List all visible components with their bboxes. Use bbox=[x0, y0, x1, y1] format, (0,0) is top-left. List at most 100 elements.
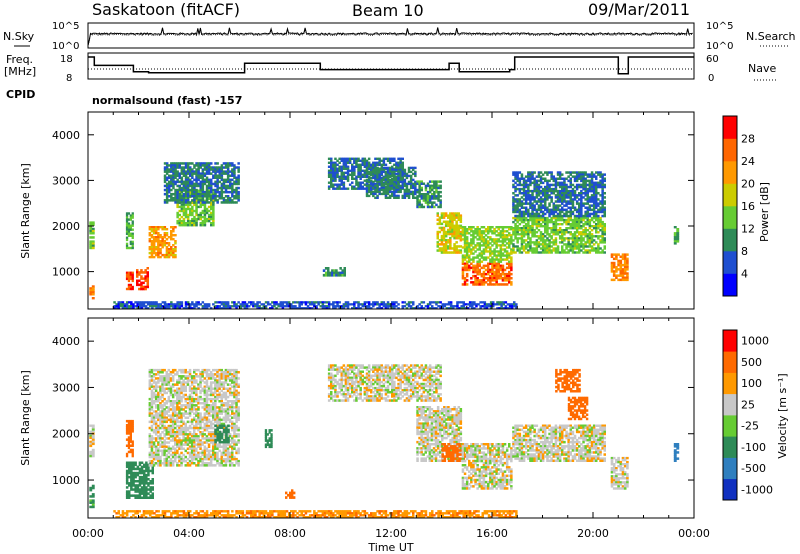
range-gate-cell bbox=[125, 273, 129, 276]
range-gate-cell bbox=[567, 218, 570, 222]
range-gate-cell bbox=[522, 239, 526, 242]
range-gate-cell bbox=[327, 303, 331, 306]
range-gate-cell bbox=[573, 227, 577, 230]
range-gate-cell bbox=[186, 192, 190, 196]
range-gate-cell bbox=[125, 461, 129, 464]
range-gate-cell bbox=[401, 194, 404, 198]
range-gate-cell bbox=[367, 190, 371, 194]
range-gate-cell bbox=[323, 301, 327, 304]
range-gate-cell bbox=[489, 246, 492, 249]
range-gate-cell bbox=[150, 451, 154, 455]
range-gate-cell bbox=[207, 186, 211, 190]
range-gate-cell bbox=[569, 225, 572, 228]
range-gate-cell bbox=[592, 225, 596, 228]
range-gate-cell bbox=[546, 218, 549, 222]
range-gate-cell bbox=[522, 212, 526, 216]
range-gate-cell bbox=[535, 181, 539, 185]
range-gate-cell bbox=[595, 204, 598, 207]
range-gate-cell bbox=[493, 258, 496, 261]
range-gate-cell bbox=[163, 255, 167, 259]
range-gate-cell bbox=[586, 220, 589, 224]
range-gate-cell bbox=[537, 204, 541, 207]
range-gate-cell bbox=[565, 183, 568, 187]
range-gate-cell bbox=[599, 229, 602, 232]
range-gate-cell bbox=[229, 201, 232, 204]
range-gate-cell bbox=[372, 176, 375, 180]
range-gate-cell bbox=[388, 188, 392, 192]
range-gate-cell bbox=[176, 303, 179, 306]
range-gate-cell bbox=[550, 208, 553, 212]
range-gate-cell bbox=[535, 245, 539, 248]
range-gate-cell bbox=[489, 307, 493, 310]
range-gate-cell bbox=[535, 208, 539, 212]
range-gate-cell bbox=[601, 233, 604, 236]
range-gate-cell bbox=[544, 235, 547, 238]
range-gate-cell bbox=[522, 231, 526, 234]
range-gate-cell bbox=[134, 471, 137, 475]
range-gate-cell bbox=[401, 186, 404, 190]
range-gate-cell bbox=[541, 247, 545, 250]
range-gate-cell bbox=[125, 232, 129, 235]
range-gate-cell bbox=[363, 301, 367, 304]
range-gate-cell bbox=[484, 242, 488, 245]
range-gate-cell bbox=[520, 214, 524, 218]
range-gate-cell bbox=[178, 301, 181, 304]
range-gate-cell bbox=[529, 229, 532, 232]
range-gate-cell bbox=[172, 238, 175, 241]
range-gate-cell bbox=[152, 462, 156, 465]
range-gate-cell bbox=[573, 225, 577, 228]
range-gate-cell bbox=[621, 270, 625, 273]
range-gate-cell bbox=[520, 204, 524, 207]
range-gate-cell bbox=[205, 199, 209, 202]
range-gate-cell bbox=[174, 168, 177, 171]
range-gate-cell bbox=[393, 182, 396, 186]
range-gate-cell bbox=[149, 482, 152, 485]
range-gate-cell bbox=[537, 206, 541, 209]
range-gate-cell bbox=[619, 268, 623, 271]
range-gate-cell bbox=[508, 260, 511, 263]
range-gate-cell bbox=[152, 431, 156, 434]
range-gate-cell bbox=[136, 305, 139, 308]
range-gate-cell bbox=[495, 234, 498, 237]
range-gate-cell bbox=[449, 239, 452, 242]
range-gate-cell bbox=[131, 442, 134, 445]
range-gate-cell bbox=[157, 307, 160, 310]
range-gate-cell bbox=[374, 182, 377, 186]
range-gate-cell bbox=[556, 200, 560, 203]
range-gate-cell bbox=[531, 216, 534, 220]
range-gate-cell bbox=[134, 475, 137, 479]
range-gate-cell bbox=[588, 196, 592, 199]
range-gate-cell bbox=[136, 473, 140, 477]
range-gate-cell bbox=[148, 387, 152, 390]
range-gate-cell bbox=[599, 208, 602, 212]
range-gate-cell bbox=[440, 243, 444, 246]
range-gate-cell bbox=[89, 244, 93, 248]
range-gate-cell bbox=[601, 214, 604, 218]
range-gate-cell bbox=[436, 232, 439, 236]
range-gate-cell bbox=[515, 305, 518, 308]
range-gate-cell bbox=[136, 471, 140, 475]
range-gate-cell bbox=[127, 232, 131, 235]
range-gate-cell bbox=[154, 373, 158, 376]
range-gate-cell bbox=[182, 217, 186, 221]
range-gate-cell bbox=[529, 247, 532, 250]
range-gate-cell bbox=[129, 424, 132, 427]
range-gate-cell bbox=[146, 273, 149, 276]
range-gate-cell bbox=[125, 218, 129, 221]
range-gate-cell bbox=[544, 227, 547, 230]
range-gate-cell bbox=[148, 459, 152, 463]
range-gate-cell bbox=[322, 269, 326, 272]
range-gate-cell bbox=[442, 226, 446, 230]
range-gate-cell bbox=[154, 400, 158, 403]
range-gate-cell bbox=[346, 165, 350, 168]
range-gate-cell bbox=[565, 196, 568, 199]
range-gate-cell bbox=[170, 238, 173, 241]
range-gate-cell bbox=[539, 231, 543, 234]
range-gate-cell bbox=[210, 203, 213, 207]
range-gate-cell bbox=[457, 228, 460, 232]
range-gate-cell bbox=[673, 226, 677, 229]
range-gate-cell bbox=[588, 218, 592, 222]
range-gate-cell bbox=[157, 246, 160, 249]
range-gate-cell bbox=[170, 246, 173, 249]
range-gate-cell bbox=[182, 186, 186, 190]
